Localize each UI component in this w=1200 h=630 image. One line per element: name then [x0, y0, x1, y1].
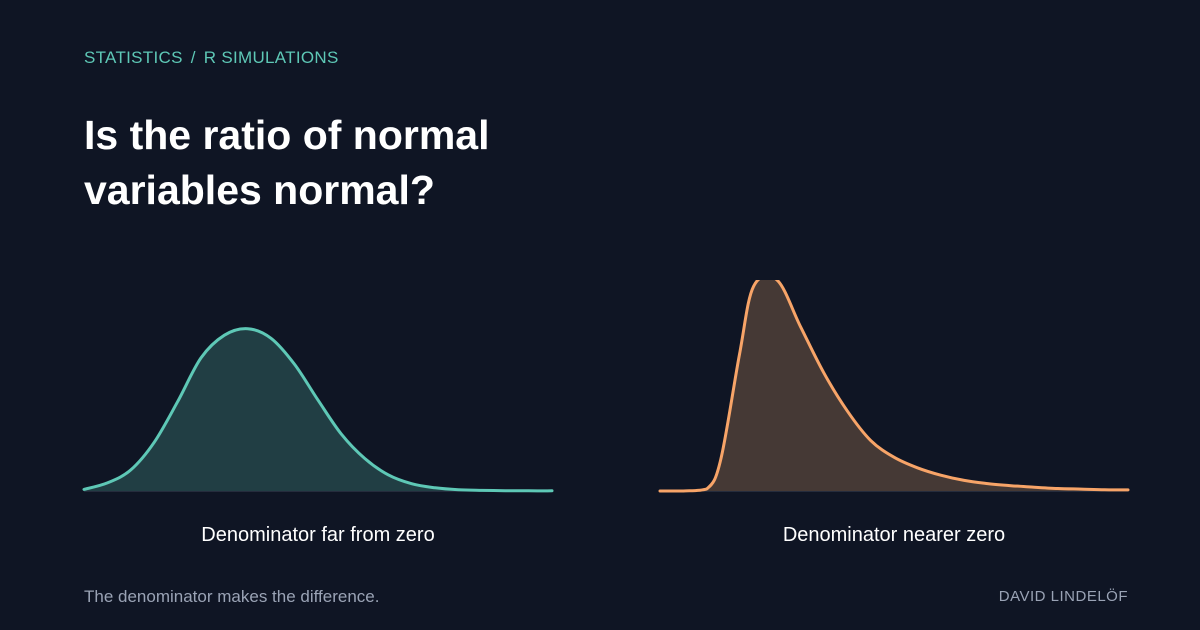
- density-chart-left-svg: [82, 327, 554, 493]
- density-area-left: [84, 328, 552, 491]
- density-line-left: [82, 327, 554, 493]
- breadcrumb-section[interactable]: STATISTICS: [84, 48, 183, 67]
- page-title: Is the ratio of normal variables normal?: [84, 112, 490, 213]
- author-name[interactable]: DAVID LINDELÖF: [998, 588, 1128, 605]
- breadcrumb: STATISTICS / R SIMULATIONS: [84, 48, 339, 68]
- breadcrumb-separator: /: [190, 48, 196, 67]
- density-area-right: [660, 280, 1128, 491]
- density-line-right: [658, 280, 1130, 493]
- density-chart-right: [656, 280, 1132, 496]
- density-chart-right-svg: [658, 280, 1130, 493]
- breadcrumb-topic[interactable]: R SIMULATIONS: [203, 48, 339, 67]
- chart-caption-right: Denominator nearer zero: [782, 524, 1006, 546]
- footer-note: The denominator makes the difference.: [84, 587, 380, 606]
- chart-caption-left: Denominator far from zero: [201, 524, 435, 546]
- density-chart-left: [80, 280, 556, 496]
